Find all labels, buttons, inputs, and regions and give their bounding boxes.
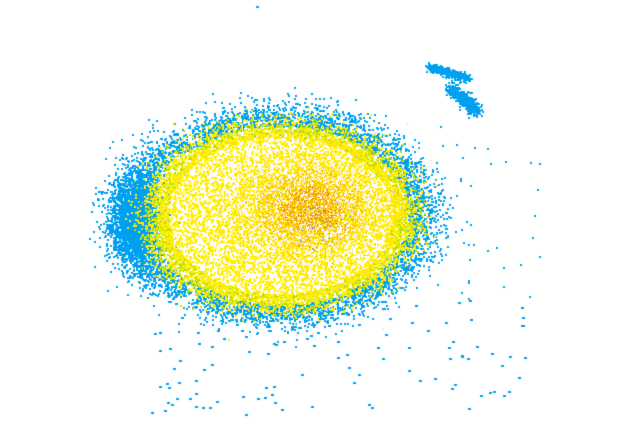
density-scatter-plot xyxy=(0,0,640,427)
